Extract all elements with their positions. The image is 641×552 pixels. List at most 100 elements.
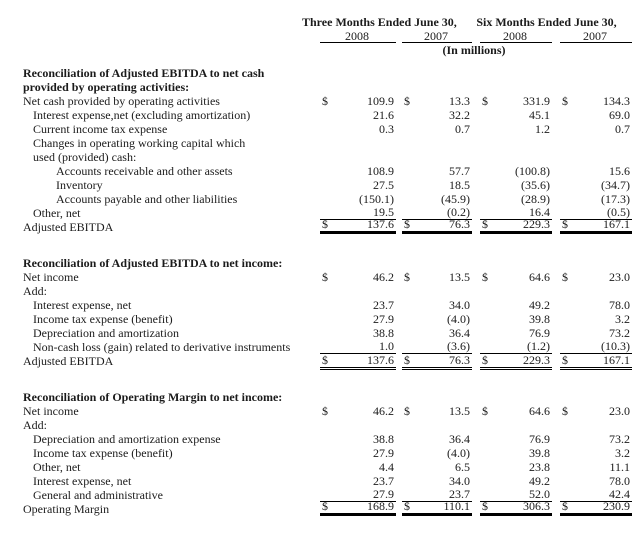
cell-value: (4.0) [447, 312, 470, 326]
year-header-col-1: 2008 [320, 29, 396, 43]
row-label: Depreciation and amortization [33, 326, 179, 340]
cell-value: 78.0 [609, 474, 630, 488]
value-cell: (35.6) [480, 178, 552, 192]
value-cell: 78.0 [560, 474, 632, 488]
row-label: Other, net [33, 206, 81, 220]
row-label: Inventory [56, 178, 103, 192]
value-cell: 49.2 [480, 474, 552, 488]
cell-value: 137.6 [367, 353, 394, 367]
table-row: Income tax expense (benefit) 27.9 (4.0) 39.… [0, 446, 641, 460]
row-label: Non-cash loss (gain) related to derivati… [33, 340, 291, 354]
value-cell: 16.4 [480, 205, 552, 220]
cell-value: 27.9 [373, 312, 394, 326]
value-cell: 39.8 [480, 312, 552, 326]
value-cell: (10.3) [560, 339, 632, 354]
value-cell: 19.5 [320, 205, 396, 220]
cell-value: 134.3 [603, 94, 630, 108]
cell-value: 45.1 [529, 108, 550, 122]
value-cell: 73.2 [560, 432, 632, 446]
cell-value: 0.7 [455, 122, 470, 136]
table-row: Depreciation and amortization expense 38.… [0, 432, 641, 446]
table-section: Reconciliation of Operating Margin to ne… [0, 390, 641, 516]
value-cell: 15.6 [560, 164, 632, 178]
table-row: Inventory 27.5 18.5 (35.6) (34.7) [0, 178, 641, 192]
value-cell: (34.7) [560, 178, 632, 192]
units-note-row: (In millions) [0, 43, 641, 58]
cell-value: 6.5 [455, 460, 470, 474]
cell-value: 229.3 [523, 217, 550, 231]
cell-value: 109.9 [367, 94, 394, 108]
cell-value: 229.3 [523, 353, 550, 367]
value-cell: 11.1 [560, 460, 632, 474]
dollar-sign: $ [322, 353, 328, 367]
table-row: Accounts receivable and other assets 108.… [0, 164, 641, 178]
dollar-sign: $ [404, 499, 410, 513]
table-row: Net income $46.2 $13.5 $64.6 $23.0 [0, 404, 641, 418]
table-row: used (provided) cash: [0, 150, 641, 164]
value-cell: 6.5 [402, 460, 472, 474]
row-label: Accounts payable and other liabilities [56, 192, 238, 206]
cell-value: (3.6) [447, 339, 470, 353]
value-cell: 49.2 [480, 298, 552, 312]
cell-value: 13.5 [449, 270, 470, 284]
value-cell: 4.4 [320, 460, 396, 474]
table-row: Other, net 19.5 (0.2) 16.4 (0.5) [0, 205, 641, 220]
cell-value: 36.4 [449, 326, 470, 340]
value-cell: (0.2) [402, 205, 472, 220]
value-cell: 0.7 [402, 122, 472, 136]
row-label: Changes in operating working capital whi… [33, 136, 246, 150]
column-group-six-months: Six Months Ended June 30, [476, 15, 617, 29]
value-cell: 36.4 [402, 326, 472, 340]
value-cell: $23.0 [560, 270, 632, 284]
value-cell: 32.2 [402, 108, 472, 122]
cell-value: 0.3 [379, 122, 394, 136]
value-cell: $76.3 [402, 217, 472, 234]
row-label: Interest expense, net [33, 474, 132, 488]
value-cell: 69.0 [560, 108, 632, 122]
dollar-sign: $ [404, 353, 410, 367]
dollar-sign: $ [482, 404, 488, 418]
value-cell: 52.0 [480, 487, 552, 502]
dollar-sign: $ [562, 499, 568, 513]
table-row: Add: [0, 284, 641, 298]
cell-value: 11.1 [609, 460, 630, 474]
cell-value: 39.8 [529, 312, 550, 326]
table-section: Reconciliation of Adjusted EBITDA to net… [0, 66, 641, 234]
row-label: General and administrative [33, 488, 163, 502]
cell-value: 230.9 [603, 499, 630, 513]
value-cell: 36.4 [402, 432, 472, 446]
value-cell: $64.6 [480, 270, 552, 284]
row-label: Adjusted EBITDA [23, 354, 114, 368]
cell-value: 21.6 [373, 108, 394, 122]
row-label: Net cash provided by operating activitie… [23, 94, 220, 108]
dollar-sign: $ [482, 270, 488, 284]
row-label: Net income [23, 270, 79, 284]
dollar-sign: $ [482, 217, 488, 231]
cell-value: 49.2 [529, 298, 550, 312]
cell-value: (45.9) [441, 192, 470, 206]
table-section: Reconciliation of Adjusted EBITDA to net… [0, 256, 641, 370]
row-label: Interest expense, net [33, 298, 132, 312]
value-cell: 78.0 [560, 298, 632, 312]
cell-value: (100.8) [515, 164, 550, 178]
value-cell: 1.0 [320, 339, 396, 354]
value-cell: 23.7 [402, 487, 472, 502]
row-label: Operating Margin [23, 502, 110, 516]
row-label: Add: [23, 418, 47, 432]
value-cell: 76.9 [480, 432, 552, 446]
cell-value: 76.3 [449, 217, 470, 231]
dollar-sign: $ [404, 94, 410, 108]
row-label: Current income tax expense [33, 122, 168, 136]
value-cell: $137.6 [320, 217, 396, 234]
dollar-sign: $ [322, 404, 328, 418]
row-label: Net income [23, 404, 79, 418]
value-cell: (0.5) [560, 205, 632, 220]
dollar-sign: $ [562, 353, 568, 367]
value-cell: $137.6 [320, 353, 396, 370]
value-cell: 23.7 [320, 474, 396, 488]
cell-value: 38.8 [373, 326, 394, 340]
cell-value: (34.7) [601, 178, 630, 192]
table-row: Interest expense,net (excluding amortiza… [0, 108, 641, 122]
value-cell: $13.3 [402, 94, 472, 108]
